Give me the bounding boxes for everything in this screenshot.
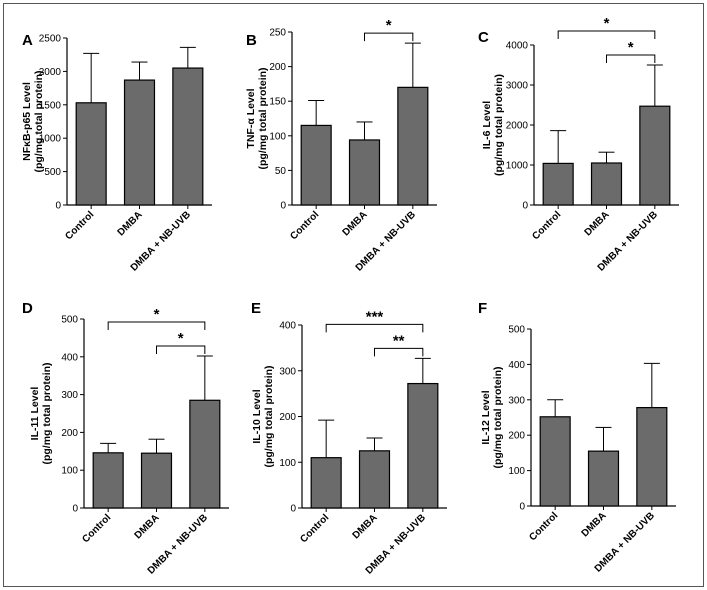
panel-label: A (22, 32, 33, 49)
bar (397, 86, 429, 206)
bar (310, 457, 342, 509)
bar (189, 399, 221, 509)
y-tick-label: 300 (508, 395, 525, 406)
y-axis-title-line: (pg/mg total protein) (257, 67, 269, 169)
y-axis-title: NFκB-p65 Level(pg/mg total protein) (21, 70, 45, 172)
y-tick-label: 200 (508, 431, 525, 442)
bar (75, 102, 107, 206)
y-tick-label: 50 (275, 166, 287, 177)
y-tick-label: 2000 (39, 67, 62, 78)
panel-label: E (251, 300, 261, 317)
y-tick-label: 0 (290, 504, 296, 515)
y-axis-title: IL-12 Level(pg/mg total protein) (480, 366, 504, 468)
y-tick-label: 0 (72, 504, 78, 515)
panel-a: A 0 500 1000 1500 2000 2500 NFκB-p65 Level(pg/m… (21, 32, 212, 274)
y-tick-label: 100 (508, 466, 525, 477)
y-tick-label: 200 (269, 62, 286, 73)
panel-label: B (246, 32, 257, 49)
y-tick-label: 100 (61, 466, 78, 477)
y-axis-title: IL-11 Level(pg/mg total protein) (29, 362, 53, 464)
bar (539, 416, 571, 507)
bar (300, 124, 332, 206)
bar (358, 450, 391, 509)
y-tick-label: 1000 (39, 134, 62, 145)
bar (348, 139, 381, 206)
y-tick-label: 2000 (506, 121, 529, 132)
y-tick-label: 500 (508, 325, 525, 336)
significance-bracket (557, 30, 656, 39)
y-tick-label: 1500 (39, 100, 62, 111)
y-axis-title-line: (pg/mg total protein) (493, 74, 505, 176)
y-tick-label: 0 (522, 201, 528, 212)
bar (590, 162, 623, 206)
significance-label: ** (393, 332, 405, 349)
significance-bracket (325, 323, 424, 333)
y-axis-title-line: (pg/mg total protein) (33, 70, 45, 172)
y-axis-title-line: TNF-α Level (245, 88, 257, 148)
y-axis-title-line: (pg/mg total protein) (41, 362, 53, 464)
bar (172, 67, 204, 206)
y-axis-title-line: IL-11 Level (29, 387, 41, 441)
y-tick-label: 3000 (506, 81, 529, 92)
significance-bracket (364, 32, 414, 42)
y-tick-label: 200 (279, 412, 296, 423)
significance-bracket (374, 347, 424, 357)
significance-label: * (628, 39, 634, 56)
y-axis-title-line: IL-6 Level (481, 101, 493, 150)
bar (123, 79, 156, 206)
y-tick-label: 0 (55, 201, 61, 212)
bar (636, 406, 668, 507)
y-tick-label: 100 (279, 458, 296, 469)
significance-label: *** (366, 308, 384, 325)
y-tick-label: 0 (519, 502, 525, 513)
bar (407, 382, 439, 509)
y-tick-label: 200 (61, 428, 78, 439)
y-axis-title-line: IL-12 Level (480, 390, 492, 444)
y-tick-label: 2500 (39, 34, 62, 45)
y-axis-title: TNF-α Level(pg/mg total protein) (245, 67, 269, 169)
y-axis-title-line: IL-10 Level (251, 389, 263, 443)
y-tick-label: 400 (61, 352, 78, 363)
bar (587, 450, 620, 507)
significance-bracket (107, 321, 206, 331)
bar (542, 162, 574, 206)
significance-bracket (156, 345, 206, 355)
y-tick-label: 250 (269, 28, 286, 39)
bar (92, 452, 124, 509)
y-axis-title: IL-10 Level(pg/mg total protein) (251, 365, 275, 467)
y-tick-label: 300 (279, 366, 296, 377)
y-axis-title-line: NFκB-p65 Level (21, 82, 33, 161)
y-axis-title-line: (pg/mg total protein) (263, 365, 275, 467)
y-tick-label: 0 (280, 201, 286, 212)
y-tick-label: 300 (61, 390, 78, 401)
y-tick-label: 500 (61, 315, 78, 326)
significance-label: * (178, 330, 184, 347)
bar (639, 105, 671, 206)
y-tick-label: 1000 (506, 161, 529, 172)
y-tick-label: 400 (508, 360, 525, 371)
y-tick-label: 500 (44, 167, 61, 178)
panel-label: F (478, 300, 487, 317)
panel-label: D (22, 300, 33, 317)
y-tick-label: 150 (269, 97, 286, 108)
bar (140, 452, 173, 509)
y-tick-label: 100 (269, 131, 286, 142)
y-axis-title-line: (pg/mg total protein) (492, 366, 504, 468)
panel-e: E 0 100 200 300 400 IL-10 Level(pg/mg total pr… (251, 300, 447, 577)
significance-label: * (604, 15, 610, 32)
significance-label: * (154, 306, 160, 323)
significance-label: * (386, 17, 392, 34)
y-tick-label: 400 (279, 321, 296, 332)
significance-bracket (606, 54, 656, 63)
panel-label: C (478, 29, 489, 46)
y-tick-label: 4000 (506, 41, 529, 52)
y-axis-title: IL-6 Level(pg/mg total protein) (481, 74, 505, 176)
